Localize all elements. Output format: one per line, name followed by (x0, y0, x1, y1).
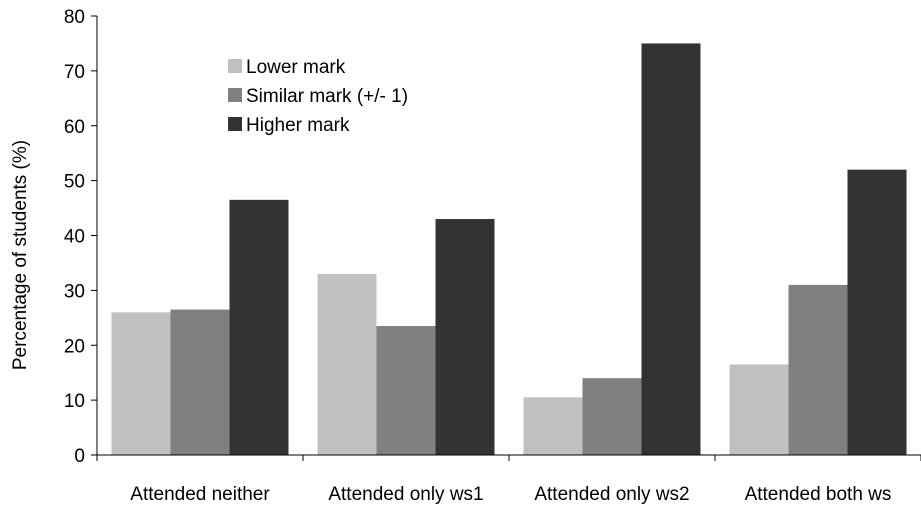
x-tick-label: Attended both ws (745, 484, 892, 505)
bar-4-series-2 (788, 284, 848, 455)
y-tick-label: 30 (64, 281, 85, 302)
y-tick-label: 0 (74, 446, 85, 467)
legend: Lower mark Similar mark (+/- 1) Higher mar… (228, 57, 408, 136)
bar-2-series-2 (376, 326, 436, 455)
legend-label: Similar mark (+/- 1) (246, 86, 408, 107)
axes-layer: 0 10 20 30 40 50 60 70 80 Attended neither Attende… (64, 7, 921, 505)
x-tick-label: Attended only ws1 (328, 484, 483, 505)
bar-1-series-3 (229, 199, 289, 455)
bar-1-series-2 (170, 309, 230, 455)
legend-swatch (228, 88, 242, 102)
legend-label: Lower mark (246, 57, 346, 78)
y-axis-label: Percentage of students (%) (10, 140, 31, 370)
x-tick-label: Attended neither (130, 484, 270, 505)
y-tick-label: 50 (64, 172, 85, 193)
bar-2-series-3 (435, 219, 495, 455)
bar-2-series-1 (317, 273, 377, 455)
bar-3-series-2 (582, 378, 642, 455)
y-tick-label: 20 (64, 336, 85, 357)
legend-label: Higher mark (246, 115, 350, 136)
y-tick-label: 70 (64, 62, 85, 83)
bar-4-series-1 (729, 364, 789, 455)
bars-layer (111, 43, 907, 455)
y-tick-label: 40 (64, 227, 85, 248)
bar-3-series-3 (641, 43, 701, 455)
legend-swatch (228, 117, 242, 131)
bar-4-series-3 (847, 169, 907, 455)
bar-1-series-1 (111, 312, 171, 455)
x-tick-label: Attended only ws2 (534, 484, 689, 505)
bar-3-series-1 (523, 397, 583, 455)
y-tick-label: 10 (64, 391, 85, 412)
y-tick-label: 60 (64, 117, 85, 138)
y-tick-label: 80 (64, 7, 85, 28)
legend-swatch (228, 59, 242, 73)
